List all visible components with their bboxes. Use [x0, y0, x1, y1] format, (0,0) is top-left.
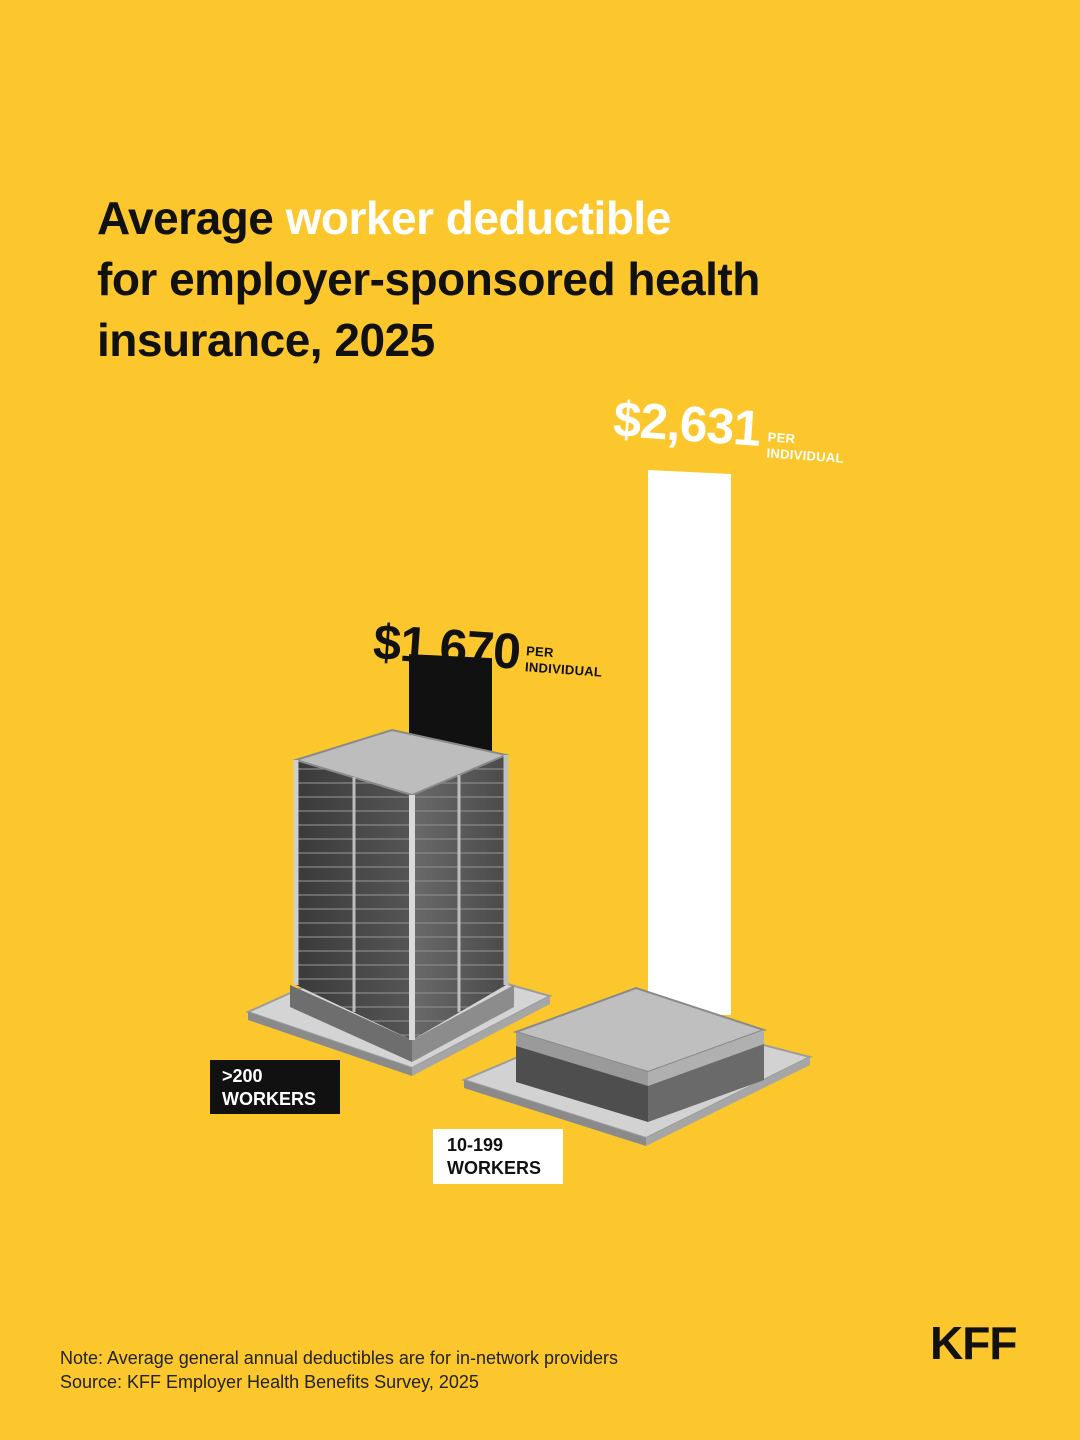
category-label-large-2: WORKERS [222, 1089, 316, 1109]
unit-label-large-2: INDIVIDUAL [524, 659, 602, 679]
footer: Note: Average general annual deductibles… [60, 1346, 880, 1394]
low-rise-building-illustration [461, 986, 813, 1146]
footer-source: Source: KFF Employer Health Benefits Sur… [60, 1372, 479, 1392]
category-label-small-2: WORKERS [447, 1158, 541, 1178]
title-line2: for employer-sponsored health [97, 253, 760, 305]
category-box-large [210, 1060, 340, 1114]
bar-small-employers [648, 470, 731, 1015]
footer-note: Note: Average general annual deductibles… [60, 1348, 618, 1368]
chart-title: Average worker deductible for employer-s… [97, 188, 897, 371]
category-box-small [433, 1129, 563, 1184]
value-label-small: $2,631 [612, 391, 763, 457]
unit-label-small-1: PER [767, 429, 796, 446]
office-tower-illustration [245, 728, 553, 1076]
category-label-large-1: >200 [222, 1066, 263, 1086]
kff-logo: KFF [930, 1317, 1017, 1369]
unit-label-small-2: INDIVIDUAL [766, 445, 844, 465]
title-highlight: worker deductible [285, 192, 672, 244]
title-line3: insurance, 2025 [97, 314, 435, 366]
unit-label-large-1: PER [526, 643, 555, 660]
category-label-small-1: 10-199 [447, 1135, 503, 1155]
value-label-large: $1,670 [371, 614, 521, 680]
title-part1: Average [97, 192, 286, 244]
